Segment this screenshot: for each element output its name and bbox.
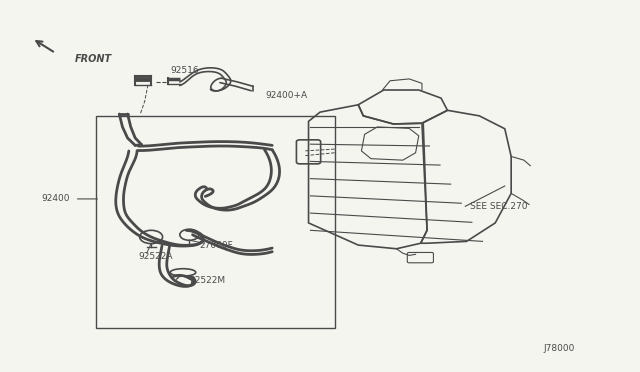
Text: 92400+A: 92400+A [266, 91, 308, 100]
Text: J78000: J78000 [543, 344, 575, 353]
Text: SEE SEC.270: SEE SEC.270 [470, 202, 527, 211]
Text: 92516: 92516 [170, 66, 199, 75]
Text: 92522A: 92522A [138, 251, 173, 261]
Text: 92400: 92400 [41, 195, 69, 203]
Text: 92522M: 92522M [189, 276, 225, 285]
Bar [96, 116, 335, 328]
Text: 27060F: 27060F [199, 241, 233, 250]
Text: FRONT: FRONT [75, 54, 112, 64]
